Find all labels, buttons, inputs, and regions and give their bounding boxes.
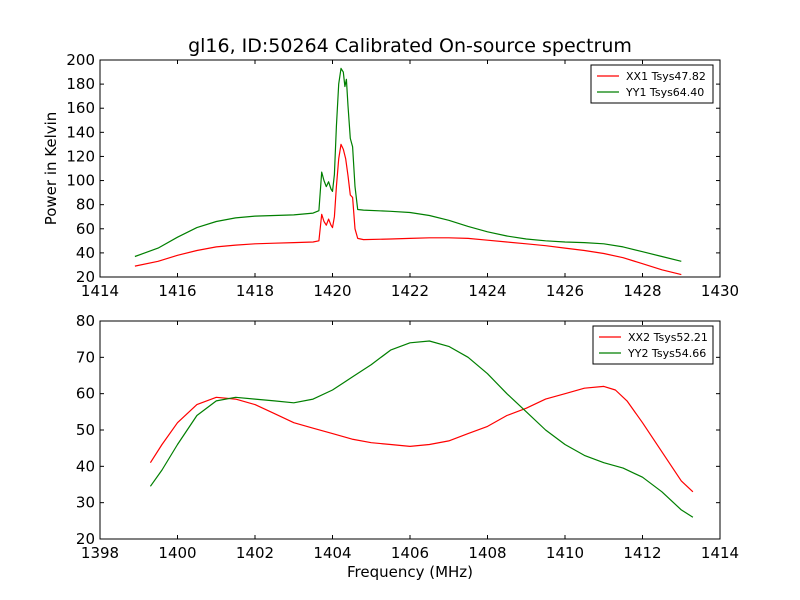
bottom-series-line-1 — [149, 340, 694, 518]
bottom-legend-entry-1: YY2 Tsys54.66 — [627, 347, 706, 360]
top-x-tick-label: 1428 — [623, 282, 661, 300]
top-x-tick-label: 1416 — [158, 282, 196, 300]
top-x-tick-label: 1418 — [236, 282, 274, 300]
top-y-axis-label: Power in Kelvin — [42, 112, 60, 226]
top-x-tick-label: 1422 — [391, 282, 429, 300]
top-y-tick-label: 20 — [76, 268, 95, 286]
bottom-x-tick-label: 1406 — [391, 544, 429, 562]
bottom-x-tick-label: 1404 — [313, 544, 351, 562]
bottom-x-tick-label: 1412 — [623, 544, 661, 562]
bottom-x-tick-label: 1402 — [236, 544, 274, 562]
bottom-x-tick-label: 1398 — [81, 544, 119, 562]
chart-title: gl16, ID:50264 Calibrated On-source spec… — [188, 35, 632, 57]
bottom-y-tick-label: 40 — [76, 457, 95, 475]
top-y-tick-label: 60 — [76, 220, 95, 238]
bottom-y-tick-label: 30 — [76, 494, 95, 512]
bottom-x-tick-label: 1400 — [158, 544, 196, 562]
bottom-x-tick-label: 1410 — [546, 544, 584, 562]
bottom-y-tick-label: 20 — [76, 530, 95, 548]
bottom-legend-entry-0: XX2 Tsys52.21 — [628, 331, 708, 344]
bottom-x-tick-label: 1408 — [468, 544, 506, 562]
bottom-y-tick-label: 50 — [76, 421, 95, 439]
top-x-tick-label: 1414 — [81, 282, 119, 300]
bottom-x-tick-label: 1414 — [701, 544, 739, 562]
top-x-tick-label: 1420 — [313, 282, 351, 300]
top-series-line-1 — [134, 67, 682, 262]
bottom-x-axis-label: Frequency (MHz) — [347, 563, 473, 581]
top-y-tick-label: 160 — [66, 99, 95, 117]
bottom-y-tick-label: 70 — [76, 348, 95, 366]
top-y-tick-label: 100 — [66, 172, 95, 190]
bottom-y-tick-label: 80 — [76, 312, 95, 330]
top-series-line-0 — [134, 143, 682, 276]
bottom-legend — [592, 325, 714, 365]
top-y-tick-label: 140 — [66, 123, 95, 141]
top-y-tick-label: 180 — [66, 75, 95, 93]
bottom-series-line-0 — [149, 385, 694, 493]
top-y-tick-label: 120 — [66, 147, 95, 165]
top-x-tick-label: 1426 — [546, 282, 584, 300]
top-x-tick-label: 1424 — [468, 282, 506, 300]
bottom-y-tick-label: 60 — [76, 385, 95, 403]
top-legend — [590, 64, 714, 104]
top-y-tick-label: 80 — [76, 196, 95, 214]
top-plot: 1414 1416 1418 1420 1422 1424 1426 1428 1430 20 40… — [66, 51, 739, 300]
top-y-tick-label: 40 — [76, 244, 95, 262]
top-legend-entry-0: XX1 Tsys47.82 — [626, 70, 706, 83]
top-x-tick-label: 1430 — [701, 282, 739, 300]
top-legend-entry-1: YY1 Tsys64.40 — [625, 86, 704, 99]
top-y-tick-label: 200 — [66, 51, 95, 69]
bottom-plot: 1398 1400 1402 1404 1406 1408 1410 1412 1414 20 30… — [76, 312, 739, 562]
